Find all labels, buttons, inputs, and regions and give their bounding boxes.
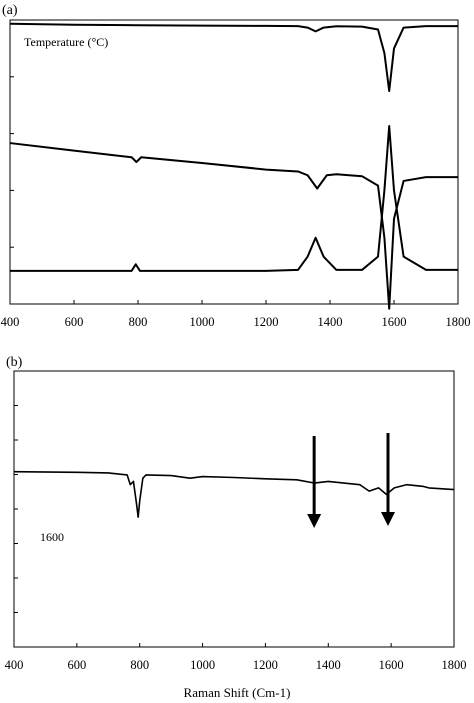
panel-a-annotation: Temperature (°C): [24, 35, 108, 49]
arrow-head: [381, 512, 395, 526]
series-line-3: [10, 125, 458, 272]
series-line-1: [9, 22, 458, 92]
panel-b-y-ticks: [14, 405, 18, 613]
panel-b-x-ticks: 400 600 800 1000 1200 1400 1600 1800: [5, 643, 467, 672]
x-tick-label: 1400: [316, 658, 341, 672]
x-tick-label: 1200: [253, 658, 278, 672]
series-line-2: [9, 142, 458, 310]
panel-a-series: [9, 22, 458, 310]
x-tick-label: 400: [5, 658, 24, 672]
x-tick-label: 400: [1, 315, 20, 329]
x-tick-label: 1000: [190, 315, 215, 329]
panel-b-annotation: 1600: [40, 530, 64, 544]
panel-b-label: (b): [6, 355, 23, 370]
x-tick-label: 600: [67, 658, 86, 672]
panel-b-arrows: [307, 433, 395, 528]
x-tick-label: 1600: [379, 658, 404, 672]
panel-b: (b) 1600 400 600 800 1000 1200 1400 1600 1800 R…: [5, 355, 467, 700]
x-tick-label: 800: [130, 658, 149, 672]
panel-a-plot-area: [9, 19, 459, 305]
panel-a-label: (a): [2, 3, 18, 18]
x-tick-label: 800: [129, 315, 148, 329]
arrow-head: [307, 514, 322, 528]
panel-a-y-ticks: [10, 76, 14, 248]
x-tick-label: 1600: [382, 315, 407, 329]
panel-b-x-axis-title: Raman Shift (Cm-1): [184, 685, 291, 700]
panel-a: (a) Temperature (°C) 400 600 800 1000 1200 14…: [1, 3, 471, 329]
x-tick-label: 1400: [318, 315, 343, 329]
x-tick-label: 1000: [190, 658, 215, 672]
x-tick-label: 1800: [446, 315, 471, 329]
x-tick-label: 1800: [442, 658, 467, 672]
panel-a-x-ticks: 400 600 800 1000 1200 1400 1600 1800: [1, 300, 471, 329]
x-tick-label: 600: [65, 315, 84, 329]
x-tick-label: 1200: [254, 315, 279, 329]
